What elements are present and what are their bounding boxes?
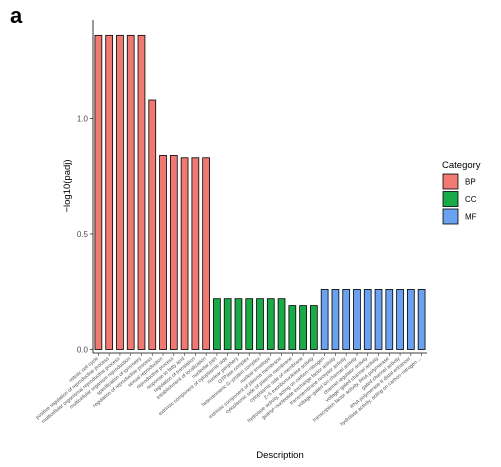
bar-bp <box>126 34 135 350</box>
bar-mf <box>342 289 351 350</box>
bar-mf <box>331 289 340 350</box>
bar-bp <box>191 157 200 350</box>
bar-cc <box>288 305 297 350</box>
y-tick-label: 0.5 <box>77 230 89 239</box>
bar-bp <box>116 34 124 350</box>
bar-mf <box>353 289 361 350</box>
bar-bp <box>94 34 103 350</box>
bar-mf <box>385 289 394 350</box>
y-axis-title: −log10(padj) <box>62 159 73 212</box>
x-axis-title: Description <box>256 450 304 461</box>
bar-bp <box>202 157 210 350</box>
bar-bp <box>169 155 178 350</box>
bar-cc <box>245 298 254 350</box>
bar-bp <box>159 155 167 350</box>
y-tick-label: 1.0 <box>77 115 89 124</box>
bar-mf <box>320 289 329 350</box>
y-tick-label: 0.0 <box>77 346 89 355</box>
bar-mf <box>374 289 383 350</box>
bar-bp <box>180 157 189 350</box>
bar-cc <box>213 298 221 350</box>
bar-cc <box>310 305 318 350</box>
bar-mf <box>363 289 372 350</box>
legend-title: Category <box>442 160 481 171</box>
legend-swatch-cc <box>442 191 459 207</box>
bar-cc <box>266 298 275 350</box>
bar-bp <box>137 34 146 350</box>
bar-bp <box>105 34 114 350</box>
bar-cc <box>223 298 232 350</box>
bar-cc <box>299 305 307 350</box>
bar-cc <box>277 298 286 350</box>
legend-swatch-bp <box>442 173 459 190</box>
bar-cc <box>256 298 264 350</box>
legend-label-mf: MF <box>465 213 477 222</box>
bar-cc <box>234 298 243 350</box>
bar-bp <box>148 99 157 350</box>
legend-label-bp: BP <box>465 178 476 187</box>
panel-letter: a <box>10 3 23 28</box>
bar-mf <box>406 289 415 350</box>
legend-swatch-mf <box>442 208 459 225</box>
bar-mf <box>396 289 404 350</box>
legend-label-cc: CC <box>465 195 477 204</box>
bar-mf <box>417 289 426 350</box>
